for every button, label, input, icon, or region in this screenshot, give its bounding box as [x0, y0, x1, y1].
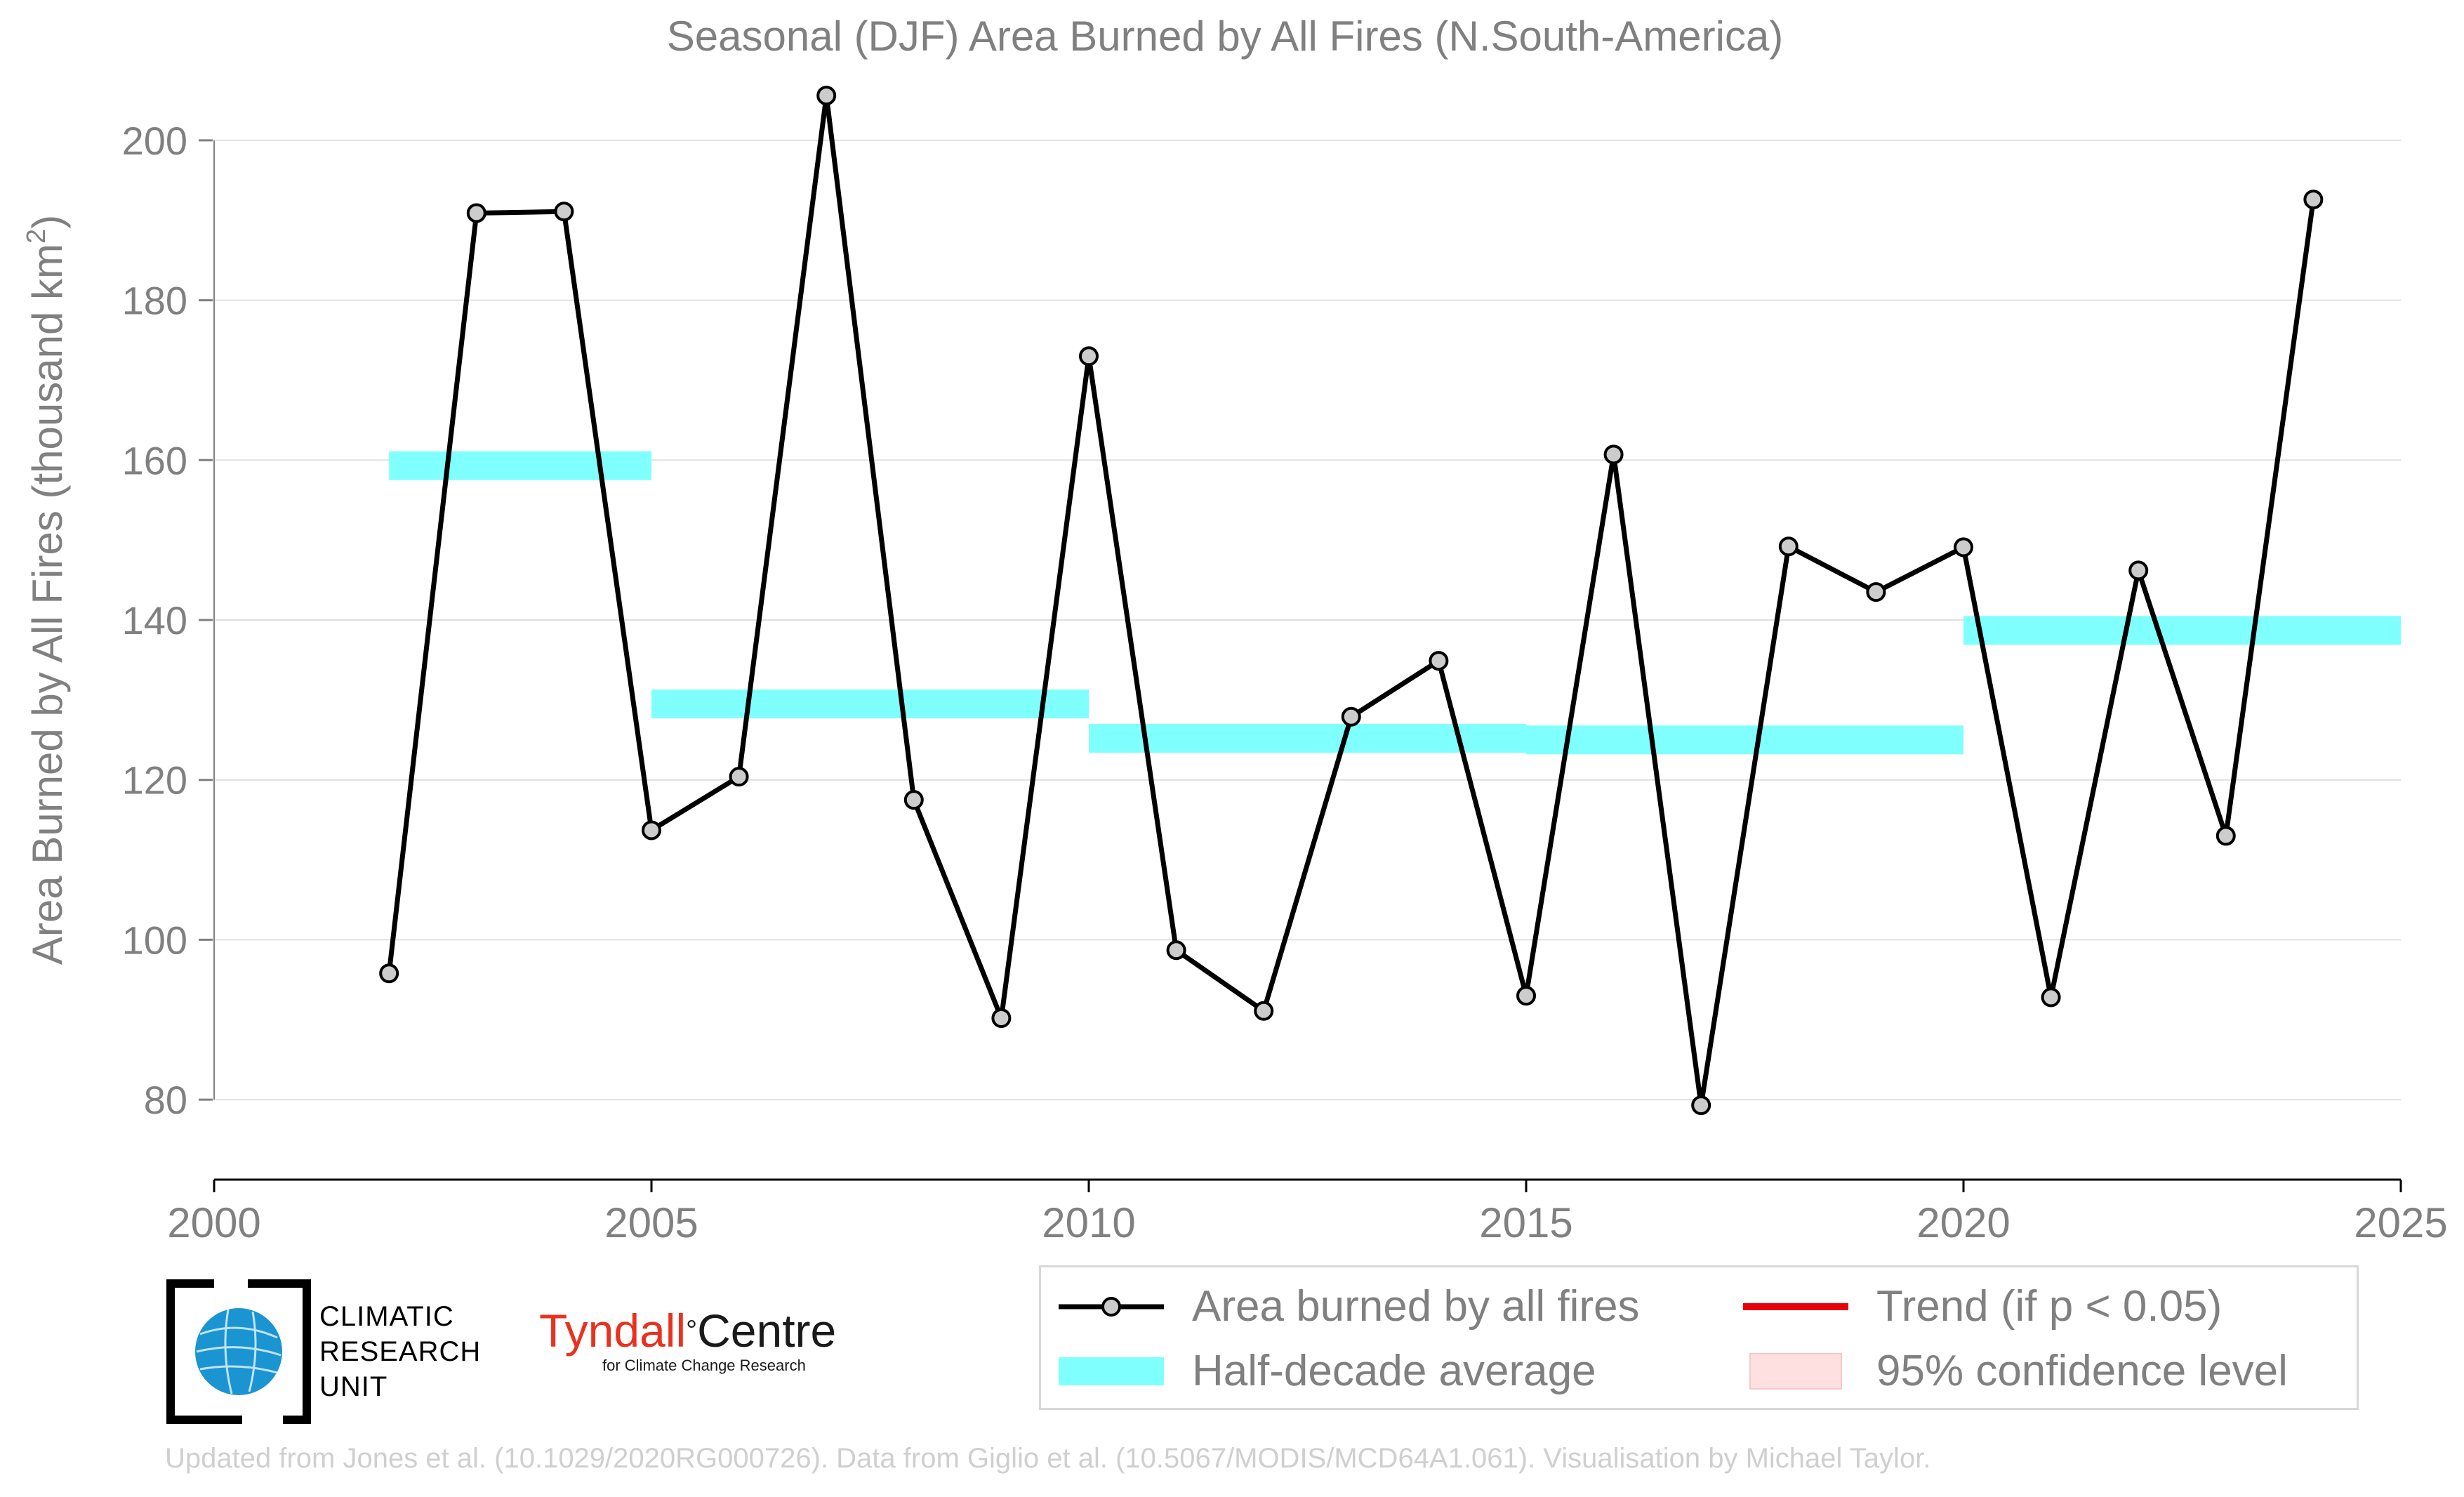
y-tick-label: 100 [122, 918, 187, 962]
tyndall-degree: ° [686, 1315, 698, 1346]
legend-line-marker-icon [1059, 1296, 1164, 1317]
legend-confidence-rect [1749, 1352, 1842, 1390]
data-point [1166, 940, 1186, 961]
data-series [379, 86, 2324, 1116]
data-point [1429, 651, 1449, 671]
series-line [386, 93, 2316, 1108]
cru-line-3: UNIT [319, 1371, 388, 1402]
y-axis: 80 100 120 140 160 180 200 [122, 119, 215, 1122]
legend-label-trend: Trend (if p < 0.05) [1876, 1282, 2223, 1331]
data-point [1691, 1095, 1711, 1116]
chart: Seasonal (DJF) Area Burned by All Fires … [22, 13, 2448, 1246]
tyndall-subtitle: for Climate Change Research [602, 1357, 806, 1374]
data-point [2128, 560, 2149, 581]
half-decade-bar [1963, 616, 2401, 645]
data-point [1079, 346, 1099, 367]
cru-logo: CLIMATIC RESEARCH UNIT [165, 1278, 502, 1425]
data-point [1516, 986, 1536, 1006]
centre-word: Centre [697, 1305, 837, 1357]
legend-item-trend: Trend (if p < 0.05) [1743, 1281, 2222, 1331]
x-tick-label: 2010 [1042, 1199, 1135, 1246]
data-point [1866, 582, 1886, 602]
x-tick-label: 2025 [2354, 1199, 2447, 1246]
legend-item-half-decade: Half-decade average [1059, 1346, 1596, 1396]
legend-label-half-decade: Half-decade average [1192, 1347, 1596, 1395]
chart-title: Seasonal (DJF) Area Burned by All Fires … [667, 13, 1784, 60]
data-point [1341, 706, 1361, 727]
data-point [991, 1008, 1012, 1029]
data-point [729, 767, 749, 787]
cru-line-2: RESEARCH [319, 1336, 482, 1367]
y-tick-label: 180 [122, 279, 187, 323]
legend-confidence-swatch [1749, 1352, 1842, 1390]
data-point [1954, 537, 1973, 558]
x-tick-label: 2015 [1479, 1199, 1572, 1246]
data-point [2215, 826, 2236, 846]
cru-globe-icon [166, 1279, 311, 1424]
cru-wordmark: CLIMATIC RESEARCH UNIT [319, 1299, 481, 1404]
data-point [466, 203, 486, 223]
data-point [1603, 444, 1624, 465]
y-axis-label: Area Burned by All Fires (thousand km2) [22, 215, 71, 965]
legend-trend-line-icon [1743, 1303, 1848, 1310]
x-tick-label: 2000 [167, 1199, 260, 1246]
x-tick-label: 2005 [604, 1199, 698, 1246]
legend-label-confidence: 95% confidence level [1876, 1347, 2288, 1395]
y-axis-label-close: ) [24, 215, 71, 229]
data-point [1778, 536, 1799, 557]
y-tick-label: 120 [122, 758, 187, 803]
x-tick-label: 2020 [1916, 1199, 2010, 1246]
y-tick-label: 200 [122, 119, 187, 163]
half-decade-bar [651, 690, 1089, 719]
x-axis: 2000 2005 2010 2015 2020 2025 [167, 1180, 2448, 1246]
y-axis-label-superscript: 2 [22, 229, 51, 244]
tyndall-logo: Tyndall°Centre for Climate Change Resear… [539, 1306, 841, 1390]
legend-half-decade-rect [1059, 1357, 1164, 1385]
data-point [816, 86, 837, 106]
data-point [1254, 1001, 1274, 1021]
half-decade-bar [389, 451, 651, 480]
data-point [642, 820, 661, 840]
legend: Area burned by all fires Trend (if p < 0… [1039, 1265, 2359, 1410]
half-decade-bar [1526, 725, 1963, 755]
footer-credits: Updated from Jones et al. (10.1029/2020R… [165, 1443, 1931, 1474]
tyndall-word: Tyndall [539, 1305, 687, 1357]
data-point [2303, 190, 2324, 210]
y-tick-label: 160 [122, 438, 187, 482]
half-decade-bars [389, 451, 2401, 755]
cru-line-1: CLIMATIC [319, 1301, 454, 1332]
legend-item-area-burned: Area burned by all fires [1059, 1281, 1640, 1331]
legend-half-decade-swatch [1059, 1357, 1164, 1385]
data-point [2041, 987, 2061, 1008]
legend-item-confidence: 95% confidence level [1743, 1346, 2288, 1396]
tyndall-wordmark: Tyndall°Centre [539, 1306, 841, 1355]
y-tick-label: 140 [122, 598, 187, 642]
half-decade-bar [1089, 724, 1526, 753]
y-axis-label-main: Area Burned by All Fires (thousand km [24, 244, 71, 965]
data-point [554, 202, 574, 222]
legend-label-area-burned: Area burned by all fires [1192, 1282, 1640, 1331]
data-point [903, 790, 924, 810]
data-point [379, 963, 399, 984]
y-tick-label: 80 [144, 1078, 187, 1122]
